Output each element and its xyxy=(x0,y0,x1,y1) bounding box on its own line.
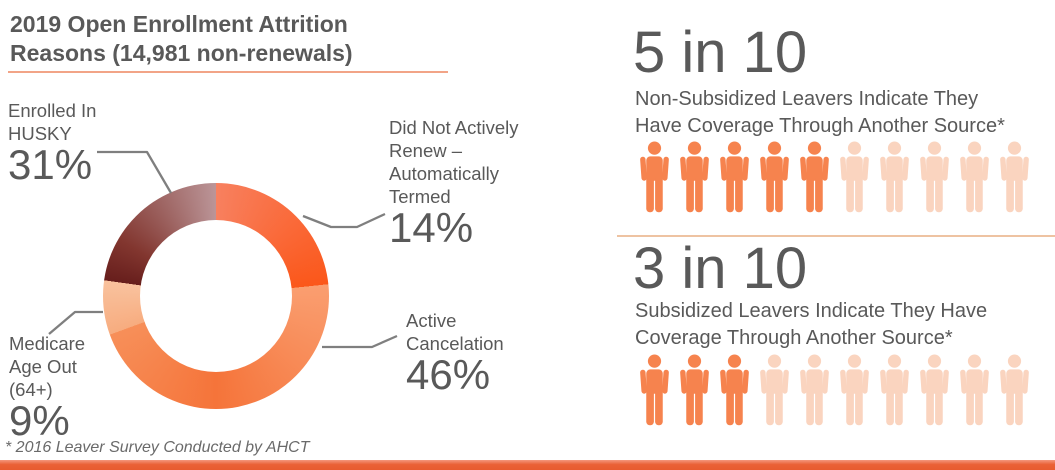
person-icon xyxy=(760,141,789,213)
person-icon xyxy=(720,354,749,426)
callout-percent: 31% xyxy=(8,141,93,188)
callout-enrolled-in-husky: Enrolled In HUSKY 31% xyxy=(8,99,96,189)
callout-active-cancelation: Active Cancelation 46% xyxy=(406,309,504,399)
person-icon xyxy=(680,141,709,213)
callout-label: HUSKY xyxy=(8,123,72,144)
person-icon xyxy=(920,141,949,213)
stat2-description: Subsidized Leavers Indicate They Have Co… xyxy=(635,298,987,352)
stat2-description-line2: Coverage Through Another Source* xyxy=(635,327,953,349)
footnote: * 2016 Leaver Survey Conducted by AHCT xyxy=(5,439,310,456)
callout-label: Automatically xyxy=(389,163,500,184)
leader-line-medicare xyxy=(48,310,103,335)
stat2-description-line1: Subsidized Leavers Indicate They Have xyxy=(635,300,988,322)
person-icon xyxy=(880,141,909,213)
person-icon xyxy=(760,354,789,426)
callout-label: Renew – xyxy=(389,140,463,161)
section-divider xyxy=(617,235,1055,237)
callout-label: Did Not Actively xyxy=(389,117,519,138)
page-title-line2: Reasons (14,981 non-renewals) xyxy=(10,40,353,66)
stat1-headline: 5 in 10 xyxy=(633,20,808,85)
stat2-headline: 3 in 10 xyxy=(633,236,808,301)
pictogram-row-subsidized xyxy=(638,354,1031,426)
callout-label: Active xyxy=(406,310,457,331)
person-icon xyxy=(880,354,909,426)
person-icon xyxy=(960,354,989,426)
person-icon xyxy=(920,354,949,426)
person-icon xyxy=(680,354,709,426)
callout-label: (64+) xyxy=(9,379,53,400)
page-title: 2019 Open Enrollment Attrition Reasons (… xyxy=(10,10,353,68)
stat1-description-line1: Non-Subsidized Leavers Indicate They xyxy=(635,88,979,110)
callout-label: Cancelation xyxy=(406,333,504,354)
person-icon xyxy=(1000,141,1029,213)
stat1-description-line2: Have Coverage Through Another Source* xyxy=(635,115,1005,137)
person-icon xyxy=(800,141,829,213)
callout-percent: 46% xyxy=(406,351,491,398)
page-title-line1: 2019 Open Enrollment Attrition xyxy=(10,11,348,37)
stat1-description: Non-Subsidized Leavers Indicate They Hav… xyxy=(635,86,1005,140)
pictogram-row-non-subsidized xyxy=(638,141,1031,213)
person-icon xyxy=(640,354,669,426)
person-icon xyxy=(960,141,989,213)
person-icon xyxy=(640,141,669,213)
callout-label: Enrolled In xyxy=(8,100,97,121)
donut-chart-hole xyxy=(140,220,292,372)
callout-did-not-actively-renew: Did Not Actively Renew – Automatically T… xyxy=(389,116,519,252)
person-icon xyxy=(800,354,829,426)
callout-label: Age Out xyxy=(9,356,77,377)
leader-line-didnot xyxy=(302,212,386,229)
title-underline xyxy=(8,71,448,73)
person-icon xyxy=(840,141,869,213)
leader-line-active xyxy=(322,334,398,349)
callout-label: Medicare xyxy=(9,333,86,354)
callout-label: Termed xyxy=(389,186,451,207)
leader-line-husky xyxy=(97,150,172,194)
person-icon xyxy=(720,141,749,213)
callout-percent: 14% xyxy=(389,204,474,251)
callout-percent: 9% xyxy=(9,397,70,444)
callout-medicare-age-out: Medicare Age Out (64+) 9% xyxy=(9,332,85,445)
bottom-accent-bar xyxy=(0,460,1055,470)
person-icon xyxy=(1000,354,1029,426)
person-icon xyxy=(840,354,869,426)
